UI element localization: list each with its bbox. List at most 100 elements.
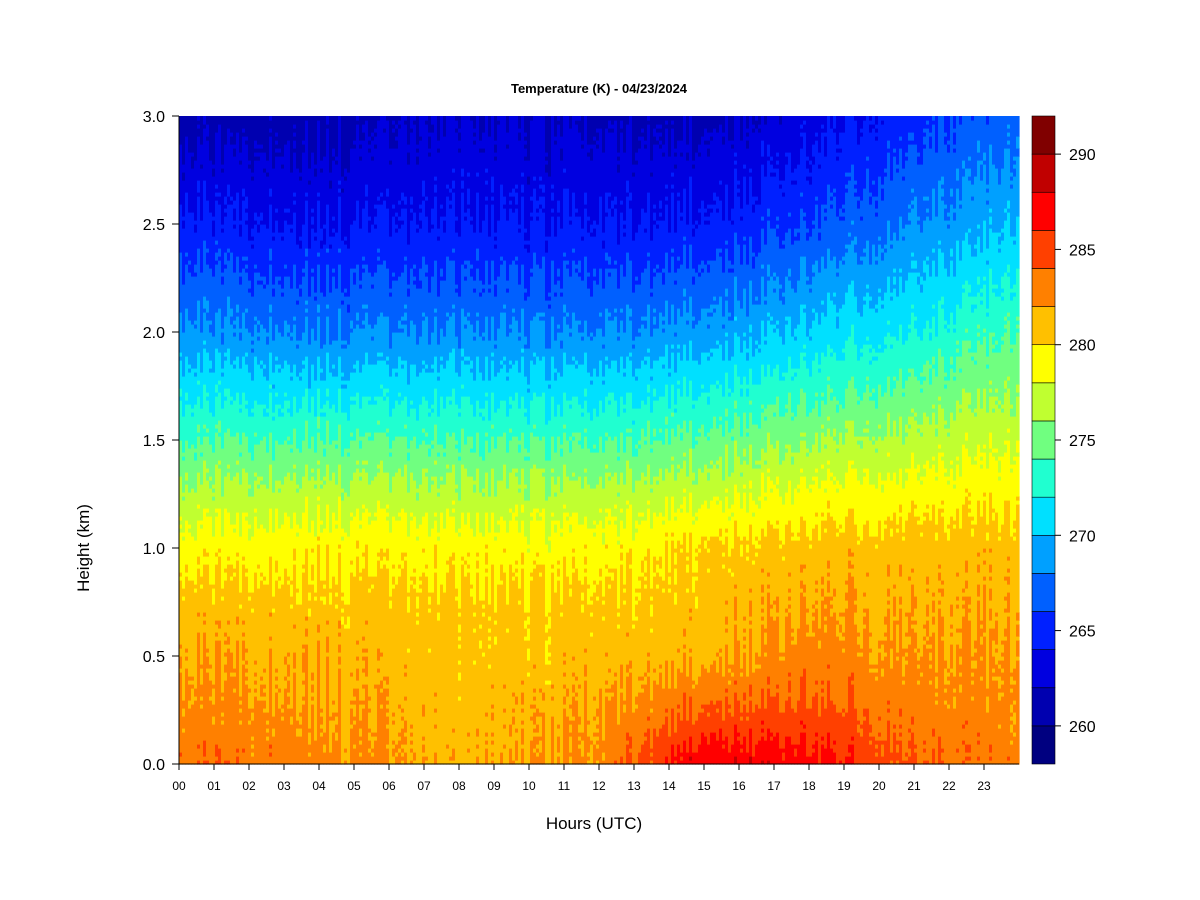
heatmap-cell xyxy=(209,696,213,701)
heatmap-cell xyxy=(257,528,261,565)
heatmap-cell xyxy=(326,124,330,129)
heatmap-cell xyxy=(500,580,504,585)
heatmap-cell xyxy=(629,428,633,433)
heatmap-cell xyxy=(320,372,324,381)
heatmap-cell xyxy=(263,416,267,437)
heatmap-cell xyxy=(350,404,354,433)
heatmap-cell xyxy=(677,708,681,713)
heatmap-cell xyxy=(557,576,561,581)
heatmap-cell xyxy=(413,760,417,765)
heatmap-cell xyxy=(548,652,552,657)
heatmap-cell xyxy=(218,124,222,193)
heatmap-cell xyxy=(221,696,225,701)
heatmap-cell xyxy=(245,268,249,273)
heatmap-cell xyxy=(272,412,276,417)
heatmap-cell xyxy=(203,124,207,129)
heatmap-cell xyxy=(254,160,258,213)
heatmap-cell xyxy=(245,116,249,137)
heatmap-cell xyxy=(362,672,366,685)
heatmap-cell xyxy=(239,444,243,453)
heatmap-cell xyxy=(440,356,444,361)
heatmap-cell xyxy=(401,560,405,569)
heatmap-cell xyxy=(356,324,360,361)
heatmap-cell xyxy=(584,476,588,517)
heatmap-cell xyxy=(401,360,405,365)
heatmap-cell xyxy=(722,316,726,325)
heatmap-cell xyxy=(716,656,720,673)
heatmap-cell xyxy=(524,248,528,289)
heatmap-cell xyxy=(194,452,198,461)
heatmap-cell xyxy=(338,356,342,389)
heatmap-cell xyxy=(359,576,363,581)
heatmap-cell xyxy=(698,276,702,321)
heatmap-cell xyxy=(515,208,519,257)
heatmap-cell xyxy=(728,568,732,573)
heatmap-cell xyxy=(317,428,321,433)
heatmap-cell xyxy=(362,308,366,321)
heatmap-cell xyxy=(464,324,468,329)
heatmap-cell xyxy=(593,488,597,521)
heatmap-cell xyxy=(605,192,609,213)
heatmap-cell xyxy=(560,136,564,149)
heatmap-cell xyxy=(605,472,609,509)
heatmap-cell xyxy=(305,116,309,121)
heatmap-cell xyxy=(386,472,390,505)
heatmap-cell xyxy=(413,568,417,573)
heatmap-cell xyxy=(650,632,654,701)
heatmap-cell xyxy=(215,556,219,565)
heatmap-cell xyxy=(557,580,561,725)
heatmap-cell xyxy=(344,492,348,533)
heatmap-cell xyxy=(269,432,273,465)
heatmap-cell xyxy=(491,756,495,761)
heatmap-cell xyxy=(494,240,498,245)
heatmap-cell xyxy=(515,696,519,705)
heatmap-cell xyxy=(287,664,291,677)
heatmap-cell xyxy=(362,700,366,705)
heatmap-cell xyxy=(302,332,306,361)
heatmap-cell xyxy=(374,208,378,217)
heatmap-cell xyxy=(251,348,255,353)
heatmap-cell xyxy=(341,616,345,625)
heatmap-cell xyxy=(509,472,513,509)
heatmap-cell xyxy=(605,260,609,269)
heatmap-cell xyxy=(647,116,651,121)
heatmap-cell xyxy=(644,740,648,765)
heatmap-cell xyxy=(209,584,213,665)
heatmap-cell xyxy=(398,392,402,397)
heatmap-cell xyxy=(185,136,189,193)
heatmap-cell xyxy=(692,316,696,321)
heatmap-cell xyxy=(707,568,711,573)
heatmap-cell xyxy=(416,148,420,153)
heatmap-cell xyxy=(650,756,654,761)
heatmap-cell xyxy=(659,468,663,513)
heatmap-cell xyxy=(728,392,732,397)
heatmap-cell xyxy=(200,408,204,445)
heatmap-cell xyxy=(494,248,498,281)
heatmap-cell xyxy=(194,404,198,449)
heatmap-cell xyxy=(644,144,648,149)
heatmap-cell xyxy=(419,208,423,213)
heatmap-cell xyxy=(569,516,573,525)
heatmap-cell xyxy=(323,444,327,449)
heatmap-cell xyxy=(284,276,288,321)
heatmap-cell xyxy=(341,240,345,293)
heatmap-cell xyxy=(479,148,483,153)
heatmap-cell xyxy=(377,252,381,257)
heatmap-cell xyxy=(209,680,213,697)
heatmap-cell xyxy=(434,708,438,713)
heatmap-cell xyxy=(272,168,276,233)
heatmap-cell xyxy=(632,164,636,173)
heatmap-cell xyxy=(686,752,690,765)
heatmap-cell xyxy=(386,504,390,509)
heatmap-cell xyxy=(458,132,462,141)
heatmap-cell xyxy=(278,284,282,333)
heatmap-cell xyxy=(659,144,663,149)
heatmap-cell xyxy=(446,188,450,197)
heatmap-cell xyxy=(593,268,597,277)
heatmap-cell xyxy=(353,696,357,701)
heatmap-cell xyxy=(386,548,390,561)
heatmap-cell xyxy=(377,256,381,261)
heatmap-cell xyxy=(224,264,228,269)
heatmap-cell xyxy=(239,592,243,605)
heatmap-cell xyxy=(488,640,492,645)
